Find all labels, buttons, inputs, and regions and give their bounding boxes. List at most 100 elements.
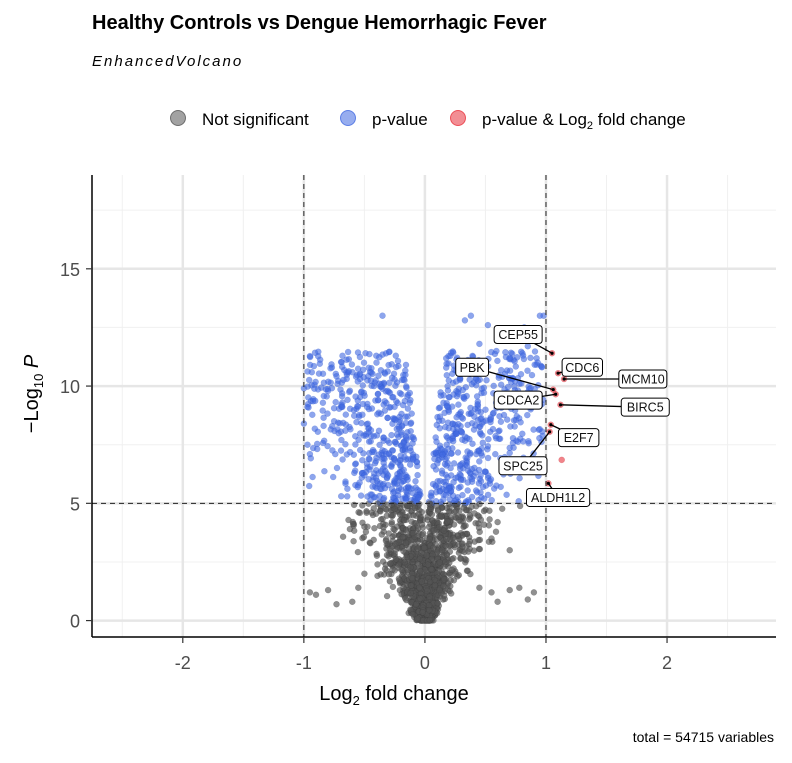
point-p-value xyxy=(468,381,476,388)
point-p-value xyxy=(447,472,455,479)
point-p-value xyxy=(403,434,410,441)
point-p-value xyxy=(407,420,414,428)
point-p-value xyxy=(377,367,385,374)
point-not-significant xyxy=(361,570,368,577)
point-not-significant xyxy=(407,564,414,571)
point-p-value xyxy=(354,402,361,410)
point-p-value xyxy=(502,349,509,356)
point-not-significant xyxy=(439,596,447,603)
point-p-value xyxy=(450,478,457,486)
point-p-value xyxy=(484,491,492,499)
point-p-value xyxy=(335,429,342,437)
point-p-value xyxy=(458,428,465,436)
point-p-value xyxy=(374,390,382,398)
point-p-value xyxy=(400,376,407,383)
point-p-value xyxy=(484,454,492,462)
point-p-value xyxy=(366,350,373,358)
gene-label-box xyxy=(493,324,543,344)
point-not-significant xyxy=(402,526,410,534)
point-p-value xyxy=(497,381,505,388)
gene-label-box xyxy=(493,390,543,410)
point-p-value xyxy=(479,439,487,447)
point-p-value xyxy=(359,411,366,418)
point-not-significant xyxy=(376,522,384,530)
point-p-value xyxy=(338,403,346,410)
point-not-significant xyxy=(417,567,424,575)
point-p-value xyxy=(455,401,462,408)
point-not-significant xyxy=(448,566,456,574)
point-p-value xyxy=(449,420,456,427)
point-not-significant xyxy=(367,539,374,547)
point-p-value xyxy=(398,429,405,436)
point-not-significant xyxy=(430,544,437,552)
point-p-value xyxy=(358,388,365,395)
point-p-value xyxy=(530,426,537,433)
chart-caption: total = 54715 variables xyxy=(632,729,774,745)
point-p-value xyxy=(381,407,389,414)
point-p-value xyxy=(359,382,367,389)
point-p-value xyxy=(337,492,345,500)
legend-marker xyxy=(450,110,466,126)
gene-label-box xyxy=(498,456,548,476)
point-not-significant xyxy=(471,510,478,517)
point-not-significant xyxy=(386,578,394,585)
point-p-value xyxy=(513,354,521,361)
point-not-significant xyxy=(464,567,471,574)
point-not-significant xyxy=(355,509,362,516)
point-p-value xyxy=(445,377,453,384)
point-p-value xyxy=(442,364,450,371)
y-tick-label: 0 xyxy=(70,612,80,632)
point-not-significant xyxy=(400,517,408,524)
label-connector-end xyxy=(548,430,552,434)
point-p-value xyxy=(376,441,383,449)
point-p-value xyxy=(346,387,354,395)
point-p-value xyxy=(477,415,484,423)
legend-label: p-value xyxy=(372,110,428,129)
point-not-significant xyxy=(426,593,433,601)
point-not-significant xyxy=(516,502,524,510)
point-not-significant xyxy=(506,546,513,554)
point-p-value xyxy=(475,480,483,487)
gene-label-box xyxy=(620,397,670,417)
point-not-significant xyxy=(306,589,314,596)
point-p-value xyxy=(433,438,440,445)
point-p-value xyxy=(341,366,348,374)
point-p-value xyxy=(343,356,350,363)
point-p-value xyxy=(319,407,326,414)
point-not-significant xyxy=(430,527,438,535)
point-p-value xyxy=(392,382,399,390)
point-p-value xyxy=(432,483,440,490)
point-p-value xyxy=(497,366,505,374)
point-not-significant xyxy=(402,539,410,547)
point-p-value xyxy=(490,382,497,390)
point-p-value xyxy=(324,410,331,417)
point-p-value xyxy=(338,390,346,397)
point-p-value xyxy=(367,377,375,385)
gene-label-spc25: SPC25 xyxy=(503,459,543,473)
point-p-value xyxy=(357,492,365,499)
point-not-significant xyxy=(345,516,352,524)
point-p-value-and-log2fc xyxy=(558,456,565,464)
point-not-significant xyxy=(436,559,444,566)
point-p-value xyxy=(343,493,351,500)
point-p-value xyxy=(328,384,336,392)
point-not-significant xyxy=(476,584,483,592)
gene-label-birc5: BIRC5 xyxy=(627,401,664,415)
point-p-value xyxy=(354,483,361,491)
point-not-significant xyxy=(476,500,483,508)
y-axis-label: −Log10 P xyxy=(21,354,46,433)
point-p-value xyxy=(306,352,314,360)
point-not-significant xyxy=(361,523,368,531)
point-p-value xyxy=(311,397,319,405)
point-p-value xyxy=(344,396,351,404)
point-p-value xyxy=(456,462,464,470)
point-p-value xyxy=(479,483,487,491)
point-p-value xyxy=(390,455,398,462)
point-not-significant xyxy=(426,616,434,624)
point-p-value xyxy=(454,449,462,456)
point-p-value xyxy=(385,348,393,356)
point-not-significant xyxy=(393,523,401,530)
point-p-value xyxy=(365,438,373,445)
point-p-value xyxy=(308,368,316,376)
point-p-value xyxy=(476,458,483,465)
